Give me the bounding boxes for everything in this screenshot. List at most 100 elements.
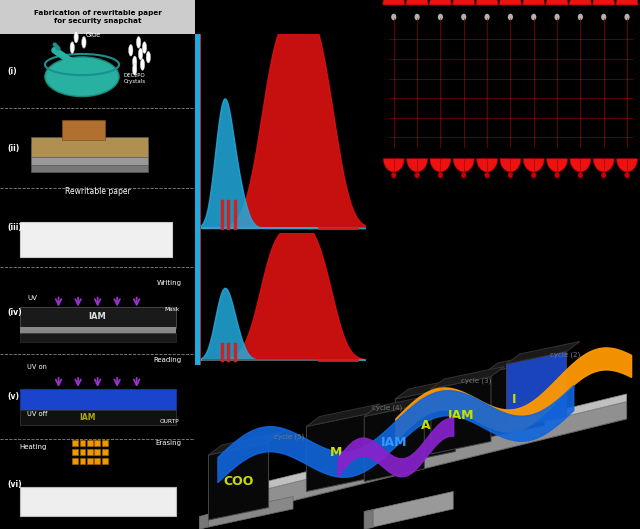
Wedge shape (593, 159, 614, 172)
Bar (31, 137, 148, 157)
Wedge shape (547, 159, 568, 172)
Circle shape (508, 172, 513, 178)
Circle shape (132, 63, 137, 75)
Polygon shape (307, 414, 367, 491)
Bar (19, 487, 175, 516)
Text: cycle (2): cycle (2) (550, 351, 580, 358)
Bar (79, 449, 86, 455)
Text: OURTP: OURTP (160, 419, 180, 424)
Circle shape (194, 0, 200, 529)
Text: IAM: IAM (89, 312, 106, 321)
Circle shape (140, 59, 145, 70)
Bar (95, 458, 100, 464)
Text: COO: COO (223, 475, 253, 488)
Bar (19, 307, 175, 328)
Text: Rewritable paper: Rewritable paper (65, 187, 131, 196)
Polygon shape (507, 341, 580, 364)
Text: M: M (330, 446, 342, 459)
Polygon shape (200, 497, 293, 529)
Text: UV: UV (28, 296, 37, 302)
Circle shape (602, 172, 606, 178)
Text: UV on: UV on (28, 364, 47, 370)
Circle shape (391, 14, 396, 20)
Bar (31, 144, 148, 165)
Circle shape (138, 48, 143, 60)
Circle shape (508, 14, 513, 20)
Wedge shape (617, 159, 637, 172)
Text: Writing: Writing (157, 280, 182, 286)
Bar (72, 440, 78, 446)
Polygon shape (364, 404, 424, 481)
Polygon shape (209, 433, 282, 455)
Wedge shape (430, 159, 451, 172)
Wedge shape (383, 159, 404, 172)
Polygon shape (484, 350, 557, 373)
Wedge shape (477, 159, 497, 172)
Text: (ii): (ii) (8, 143, 20, 153)
Bar (19, 333, 175, 342)
Text: I: I (512, 393, 516, 406)
Text: IAM: IAM (448, 409, 474, 422)
Bar (87, 440, 93, 446)
Circle shape (194, 0, 200, 529)
Text: Heating: Heating (19, 444, 47, 450)
Wedge shape (500, 159, 521, 172)
Wedge shape (616, 0, 638, 5)
Wedge shape (570, 0, 591, 5)
Wedge shape (546, 0, 568, 5)
Bar (79, 440, 86, 446)
Text: A: A (420, 419, 430, 432)
Circle shape (193, 0, 201, 529)
Wedge shape (453, 159, 474, 172)
Polygon shape (200, 514, 209, 529)
Polygon shape (396, 377, 468, 399)
Wedge shape (476, 0, 498, 5)
Circle shape (142, 42, 147, 53)
Text: Reading: Reading (154, 358, 182, 363)
Circle shape (625, 14, 630, 20)
Text: Erasing: Erasing (156, 441, 182, 446)
Circle shape (438, 14, 443, 20)
Wedge shape (383, 0, 404, 5)
Circle shape (415, 14, 420, 20)
Text: IAM: IAM (381, 436, 408, 449)
Circle shape (70, 42, 74, 53)
Text: (v): (v) (8, 392, 20, 402)
Text: (i): (i) (8, 67, 17, 76)
Polygon shape (431, 367, 504, 389)
Polygon shape (364, 510, 373, 529)
Circle shape (578, 172, 582, 178)
Circle shape (531, 172, 536, 178)
Bar (72, 449, 78, 455)
Text: UV off: UV off (28, 412, 48, 417)
Wedge shape (407, 159, 428, 172)
Bar (63, 120, 106, 140)
Wedge shape (406, 0, 428, 5)
Ellipse shape (45, 57, 119, 96)
Bar (102, 440, 108, 446)
Circle shape (132, 56, 137, 68)
Polygon shape (209, 442, 269, 520)
Text: cycle (3): cycle (3) (461, 378, 491, 384)
Wedge shape (570, 159, 591, 172)
Wedge shape (524, 159, 544, 172)
Bar (72, 458, 78, 464)
Text: Mask: Mask (164, 307, 180, 312)
Bar (19, 222, 172, 257)
Circle shape (554, 14, 559, 20)
Circle shape (625, 172, 629, 178)
Polygon shape (307, 404, 380, 426)
Polygon shape (209, 402, 627, 522)
Circle shape (578, 14, 583, 20)
Bar (102, 458, 108, 464)
Polygon shape (484, 360, 545, 438)
Circle shape (74, 31, 78, 43)
Text: cycle (5): cycle (5) (274, 433, 304, 440)
Circle shape (461, 14, 467, 20)
Bar (19, 389, 175, 410)
Polygon shape (364, 394, 438, 416)
Bar (0, 0, 195, 34)
Wedge shape (429, 0, 451, 5)
Text: IAM: IAM (79, 413, 96, 422)
Text: Fabrication of rewritable paper
for security snapchat: Fabrication of rewritable paper for secu… (34, 10, 161, 24)
